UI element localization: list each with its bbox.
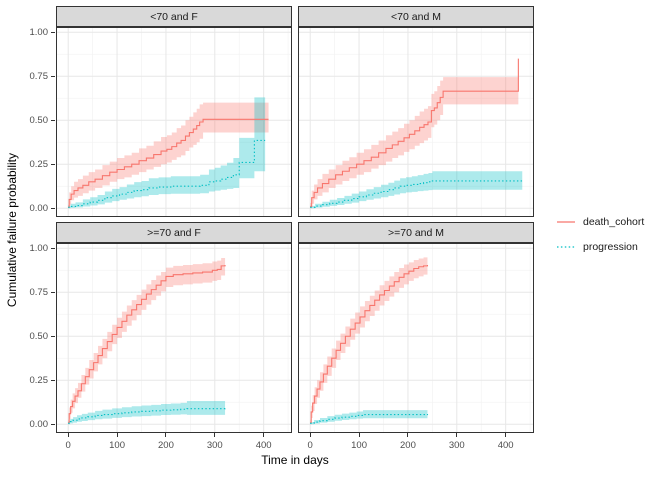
y-tick-mark	[51, 207, 55, 209]
x-tick-mark	[407, 433, 409, 437]
death_cohort-step-line	[310, 264, 429, 423]
y-tick-mark	[51, 379, 55, 381]
facet-panel-svg	[298, 243, 534, 433]
death_cohort-step-line	[68, 264, 226, 423]
x-tick-label: 400	[255, 440, 272, 451]
death_cohort-confidence-ribbon	[310, 77, 519, 209]
y-tick-mark	[51, 31, 55, 33]
y-tick-mark	[51, 75, 55, 77]
facet-strip-lt70-m: <70 and M	[298, 6, 534, 27]
y-tick-label: 0.00	[29, 202, 49, 214]
y-tick-mark	[51, 247, 55, 249]
x-tick-label: 300	[206, 440, 223, 451]
legend-label: death_cohort	[583, 215, 645, 228]
x-tick-mark	[358, 433, 360, 437]
x-tick-mark	[165, 433, 167, 437]
y-tick-label: 0.50	[29, 114, 49, 126]
facet-strip-label: <70 and F	[150, 10, 198, 23]
x-tick-mark	[505, 433, 507, 437]
facet-panel-svg	[298, 27, 534, 217]
death_cohort-step-line	[68, 118, 269, 208]
y-tick-label: 0.25	[29, 374, 49, 386]
y-axis-title: Cumulative failure probability	[5, 152, 19, 308]
y-tick-label: 0.25	[29, 158, 49, 170]
progression-dotted-line-key-icon	[557, 245, 575, 248]
facet-panel-svg	[56, 27, 292, 217]
y-tick-mark	[51, 423, 55, 425]
facet-panel-svg	[56, 243, 292, 433]
y-tick-label: 0.75	[29, 286, 49, 298]
y-tick-mark	[51, 335, 55, 337]
progression-confidence-ribbon	[310, 409, 428, 425]
panel-border	[298, 243, 534, 433]
facet-strip-label: >=70 and F	[147, 226, 201, 239]
x-tick-mark	[309, 433, 311, 437]
x-tick-label: 100	[351, 440, 367, 451]
facet-panel-ge70-m	[298, 243, 534, 433]
panel-background	[298, 27, 534, 217]
x-tick-mark	[67, 433, 69, 437]
x-tick-mark	[263, 433, 265, 437]
facet-strip-label: >=70 and M	[387, 226, 445, 239]
legend: death_cohort progression	[556, 209, 644, 259]
x-tick-mark	[456, 433, 458, 437]
legend-entry-death-cohort: death_cohort	[556, 209, 644, 234]
death_cohort-confidence-ribbon	[68, 102, 269, 209]
panel-border	[56, 27, 292, 217]
facet-strip-lt70-f: <70 and F	[56, 6, 292, 27]
progression-step-line	[68, 139, 266, 208]
x-tick-label: 0	[307, 440, 313, 451]
progression-step-line	[310, 413, 429, 424]
panel-background	[298, 243, 534, 433]
y-tick-label: 0.50	[29, 330, 49, 342]
y-tick-label: 0.00	[29, 418, 49, 430]
y-tick-mark	[51, 119, 55, 121]
progression-confidence-ribbon	[68, 400, 226, 425]
x-tick-label: 200	[158, 440, 174, 451]
legend-label: progression	[583, 240, 638, 253]
facet-strip-ge70-f: >=70 and F	[56, 222, 292, 243]
x-tick-label: 300	[448, 440, 465, 451]
progression-step-line	[68, 408, 226, 424]
x-tick-label: 0	[65, 440, 71, 451]
death_cohort-confidence-ribbon	[68, 257, 226, 425]
panel-background	[56, 27, 292, 217]
progression-step-line	[310, 180, 523, 208]
x-tick-label: 100	[109, 440, 125, 451]
x-tick-mark	[116, 433, 118, 437]
x-tick-label: 200	[400, 440, 416, 451]
death_cohort-confidence-ribbon	[310, 257, 428, 425]
death-cohort-line-key-icon	[557, 220, 575, 223]
y-tick-mark	[51, 163, 55, 165]
death_cohort-step-line	[310, 58, 519, 207]
legend-entry-progression: progression	[556, 234, 644, 259]
x-tick-mark	[214, 433, 216, 437]
x-tick-label: 400	[497, 440, 514, 451]
y-tick-mark	[51, 291, 55, 293]
y-tick-label: 0.75	[29, 70, 49, 82]
x-axis-title: Time in days	[261, 453, 329, 467]
y-tick-label: 1.00	[29, 242, 49, 254]
panel-border	[56, 243, 292, 433]
facet-panel-lt70-f	[56, 27, 292, 217]
y-tick-label: 1.00	[29, 26, 49, 38]
facet-panel-lt70-m	[298, 27, 534, 217]
panel-border	[298, 27, 534, 217]
facet-panel-ge70-f	[56, 243, 292, 433]
facet-strip-ge70-m: >=70 and M	[298, 222, 534, 243]
y-axis-title-wrap: Cumulative failure probability	[2, 27, 22, 433]
facet-strip-label: <70 and M	[391, 10, 441, 23]
